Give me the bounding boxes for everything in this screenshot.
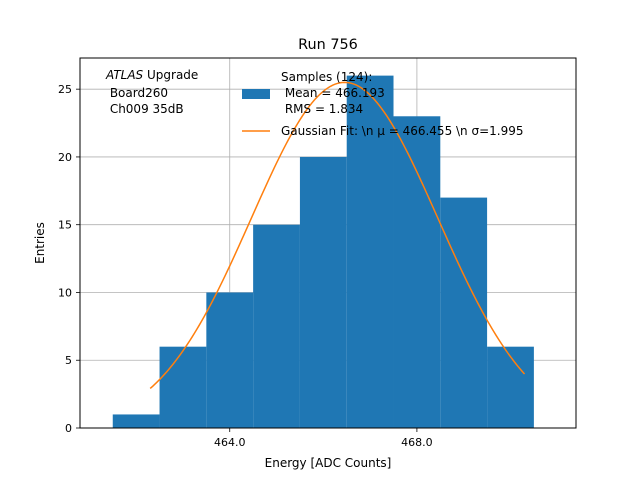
histogram-bar <box>346 75 394 428</box>
legend-mean-label: Mean = 466.193 <box>281 86 385 100</box>
atlas-italic: ATLAS <box>105 68 144 82</box>
atlas-label: ATLAS Upgrade <box>105 68 198 82</box>
legend-histogram-swatch <box>242 89 270 99</box>
y-axis-label: Entries <box>33 222 47 264</box>
y-tick-label: 10 <box>58 286 72 299</box>
y-tick-label: 5 <box>65 354 72 367</box>
histogram-bar <box>440 197 488 428</box>
x-axis-label: Energy [ADC Counts] <box>265 456 392 470</box>
y-tick-label: 0 <box>65 422 72 435</box>
legend-fit-label: Gaussian Fit: \n μ = 466.455 \n σ=1.995 <box>281 124 524 138</box>
y-tick-label: 25 <box>58 83 72 96</box>
legend-samples-label: Samples (124): <box>281 70 372 84</box>
atlas-annotation: ATLAS Upgrade Board260 Ch009 35dB <box>105 68 198 116</box>
board-label: Board260 <box>106 86 168 100</box>
histogram-bar <box>487 346 534 428</box>
legend: Samples (124): Mean = 466.193 RMS = 1.83… <box>242 70 524 138</box>
y-tick-label: 15 <box>58 219 72 232</box>
gaussian-fit <box>149 81 526 390</box>
chart-title: Run 756 <box>298 37 358 53</box>
channel-label: Ch009 35dB <box>106 102 184 116</box>
x-tick-label: 464.0 <box>214 436 246 449</box>
histogram-bars <box>112 75 534 429</box>
y-tick-label: 20 <box>58 151 72 164</box>
histogram-bar <box>159 346 207 428</box>
plot-frame <box>79 57 577 429</box>
histogram-bar <box>112 414 160 428</box>
legend-rms-label: RMS = 1.834 <box>281 102 363 116</box>
histogram-bar <box>393 116 441 429</box>
histogram-bar <box>299 156 347 428</box>
histogram-bar <box>253 224 300 428</box>
atlas-suffix: Upgrade <box>143 68 198 82</box>
histogram-bar <box>206 292 254 428</box>
x-tick-label: 468.0 <box>401 436 433 449</box>
gaussian-fit-curve <box>149 81 526 390</box>
axis-ticks: 464.0 468.0 0 5 10 15 20 25 <box>58 83 433 449</box>
